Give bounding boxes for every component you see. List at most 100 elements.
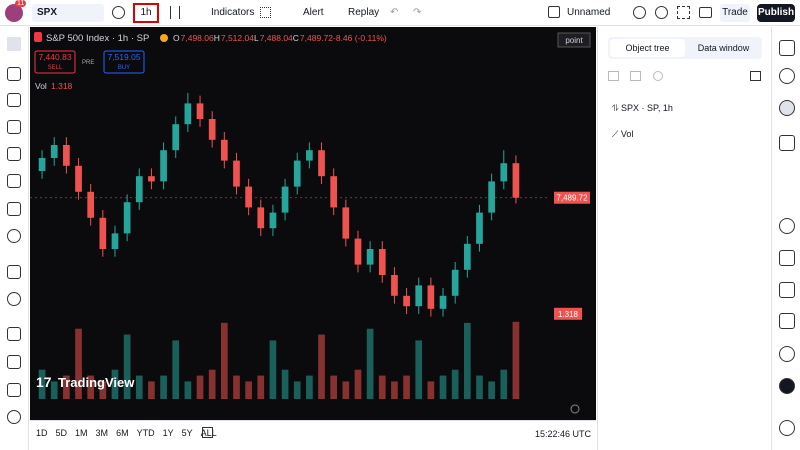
sell-button[interactable] [34,50,76,74]
fullscreen-button[interactable] [677,6,690,19]
buy-button[interactable] [103,50,145,74]
range-button[interactable]: 6M [116,428,129,438]
zoom-tool[interactable] [7,292,21,306]
undo-button[interactable]: ↶ [390,7,399,18]
range-button[interactable]: YTD [136,428,155,438]
candle-body [342,207,350,239]
scale-mode-button[interactable] [557,32,591,48]
candle-body [427,285,435,309]
text-tool[interactable] [7,202,21,216]
panel-icon[interactable] [750,71,761,81]
chart-settings[interactable] [570,404,580,414]
range-button[interactable]: 1D [36,428,48,438]
ideas-button[interactable] [779,218,795,234]
notifications-button[interactable] [779,346,795,362]
volume-bar [172,340,180,399]
compare-button[interactable] [112,6,125,19]
symbol-search[interactable]: SPX [32,4,104,22]
label: Vol [620,129,634,139]
cursor-tool[interactable] [7,37,21,51]
lock-drawings-tool[interactable] [7,355,21,369]
calendar-button[interactable] [779,282,795,298]
candle-body [148,176,155,182]
chat-button[interactable] [779,135,795,151]
candle-body [293,160,301,187]
replay-button[interactable]: Replay [334,4,379,22]
help-button[interactable] [779,420,795,436]
label: Replay [348,7,380,18]
volume-bar [99,381,107,399]
range-button[interactable]: ALL [200,428,217,438]
fib-tool[interactable] [7,93,21,107]
snapshot-button[interactable] [699,7,712,18]
trend-line-tool[interactable] [7,67,21,81]
magnet-tool[interactable] [7,327,21,341]
screener-button[interactable] [779,250,795,266]
panel-icon[interactable] [630,71,641,81]
quick-search[interactable] [633,6,646,19]
range-button[interactable]: 3M [95,428,109,438]
hide-tool[interactable] [7,410,21,424]
lock-tool[interactable] [7,383,21,397]
indicators-button[interactable]: Indicators [196,4,254,22]
tab[interactable]: Object tree [610,39,685,57]
tab[interactable]: Data window [697,43,750,53]
watchlist-button[interactable] [779,40,795,56]
settings-button[interactable] [655,6,668,19]
alert-button[interactable]: Alert [287,4,324,22]
range-button[interactable]: 5D [55,428,68,438]
candle-body [99,217,107,249]
alerts-button[interactable] [779,68,795,84]
layout-icon[interactable] [548,6,560,18]
trade-button[interactable]: Trade [720,4,750,22]
brush-tool[interactable] [7,174,21,188]
volume-bar [208,369,216,399]
publish-button[interactable]: Publish [757,4,795,22]
icon-tool[interactable] [7,229,21,243]
chart-type-button[interactable] [170,6,180,19]
candle-body [75,165,82,192]
range-button[interactable]: 1Y [162,428,174,438]
volume-bar [512,321,520,399]
pattern-tool[interactable] [7,120,21,134]
forecast-tool[interactable] [7,147,21,161]
volume-bar [306,375,313,399]
volume-bar [403,375,410,399]
measure-tool[interactable] [7,265,21,279]
candle-body [318,150,325,177]
symbol-logo [34,32,42,42]
panel-icon[interactable] [608,71,619,81]
date-range-button[interactable] [202,427,213,438]
range-button[interactable]: 1M [75,428,88,438]
candle-body [451,269,459,296]
buy-label: BUY [118,65,130,71]
panel-icon[interactable] [653,71,663,81]
candle-body [330,176,338,208]
tree-item[interactable]: ⥮ SPX · SP, 1h [612,103,673,113]
clock: 15:22:46 UTC [535,429,592,439]
candle-body [281,186,289,213]
volume-bar [220,322,228,399]
price-label-bg [554,191,590,204]
volume-bar [366,328,374,399]
candle-body [63,145,70,166]
more-button[interactable] [779,378,795,394]
interval-button[interactable]: 1h [133,3,159,23]
label: SPX · SP, 1h [621,103,673,113]
avatar[interactable] [5,4,23,22]
volume-bar [63,375,70,399]
templates-button[interactable] [260,7,271,18]
layout-name[interactable]: Unnamed [567,7,611,18]
candle-body [160,150,167,182]
object-tree-button[interactable] [779,100,795,116]
candle-body [233,160,240,187]
tree-item[interactable]: ⟋ Vol [612,129,634,139]
range-button[interactable]: 5Y [181,428,193,438]
volume-bar [257,375,265,399]
legend-title: S&P 500 Index · 1h · SP [46,33,149,44]
candle-body [439,295,447,309]
news-button[interactable] [779,313,795,329]
redo-button[interactable]: ↷ [413,7,422,18]
volume-bar [451,369,459,399]
